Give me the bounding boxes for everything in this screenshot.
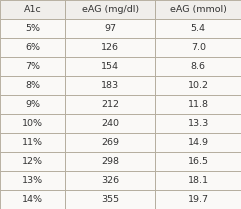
- Text: 269: 269: [101, 138, 119, 147]
- Bar: [0, 95, 65, 114]
- Bar: [65, 114, 155, 133]
- Text: 5.4: 5.4: [191, 24, 206, 33]
- Bar: [0, 190, 65, 209]
- Bar: [155, 114, 241, 133]
- Bar: [65, 76, 155, 95]
- Bar: [65, 0, 155, 19]
- Bar: [155, 133, 241, 152]
- Text: 14%: 14%: [22, 195, 43, 204]
- Bar: [0, 171, 65, 190]
- Bar: [65, 133, 155, 152]
- Bar: [155, 171, 241, 190]
- Text: 11%: 11%: [22, 138, 43, 147]
- Text: 183: 183: [101, 81, 119, 90]
- Text: 154: 154: [101, 62, 119, 71]
- Text: 97: 97: [104, 24, 116, 33]
- Text: 126: 126: [101, 43, 119, 52]
- Text: 6%: 6%: [25, 43, 40, 52]
- Bar: [0, 0, 65, 19]
- Bar: [155, 76, 241, 95]
- Bar: [155, 19, 241, 38]
- Bar: [65, 95, 155, 114]
- Text: 10%: 10%: [22, 119, 43, 128]
- Bar: [155, 152, 241, 171]
- Bar: [65, 19, 155, 38]
- Text: 14.9: 14.9: [188, 138, 209, 147]
- Text: 326: 326: [101, 176, 119, 185]
- Bar: [155, 0, 241, 19]
- Bar: [0, 19, 65, 38]
- Text: 11.8: 11.8: [188, 100, 209, 109]
- Bar: [65, 57, 155, 76]
- Text: 18.1: 18.1: [188, 176, 209, 185]
- Bar: [0, 38, 65, 57]
- Text: 10.2: 10.2: [188, 81, 209, 90]
- Text: 355: 355: [101, 195, 119, 204]
- Text: 8.6: 8.6: [191, 62, 206, 71]
- Text: 16.5: 16.5: [188, 157, 209, 166]
- Bar: [0, 57, 65, 76]
- Text: 7%: 7%: [25, 62, 40, 71]
- Text: 13.3: 13.3: [187, 119, 209, 128]
- Bar: [155, 57, 241, 76]
- Text: 7.0: 7.0: [191, 43, 206, 52]
- Text: 9%: 9%: [25, 100, 40, 109]
- Text: 8%: 8%: [25, 81, 40, 90]
- Text: 5%: 5%: [25, 24, 40, 33]
- Bar: [155, 38, 241, 57]
- Bar: [0, 133, 65, 152]
- Text: 12%: 12%: [22, 157, 43, 166]
- Bar: [155, 190, 241, 209]
- Bar: [65, 38, 155, 57]
- Bar: [65, 152, 155, 171]
- Bar: [0, 152, 65, 171]
- Text: eAG (mg/dl): eAG (mg/dl): [82, 5, 139, 14]
- Bar: [0, 76, 65, 95]
- Bar: [65, 171, 155, 190]
- Bar: [155, 95, 241, 114]
- Text: eAG (mmol): eAG (mmol): [170, 5, 227, 14]
- Text: 240: 240: [101, 119, 119, 128]
- Text: 298: 298: [101, 157, 119, 166]
- Bar: [65, 190, 155, 209]
- Text: 212: 212: [101, 100, 119, 109]
- Text: 13%: 13%: [22, 176, 43, 185]
- Text: A1c: A1c: [24, 5, 41, 14]
- Text: 19.7: 19.7: [188, 195, 209, 204]
- Bar: [0, 114, 65, 133]
